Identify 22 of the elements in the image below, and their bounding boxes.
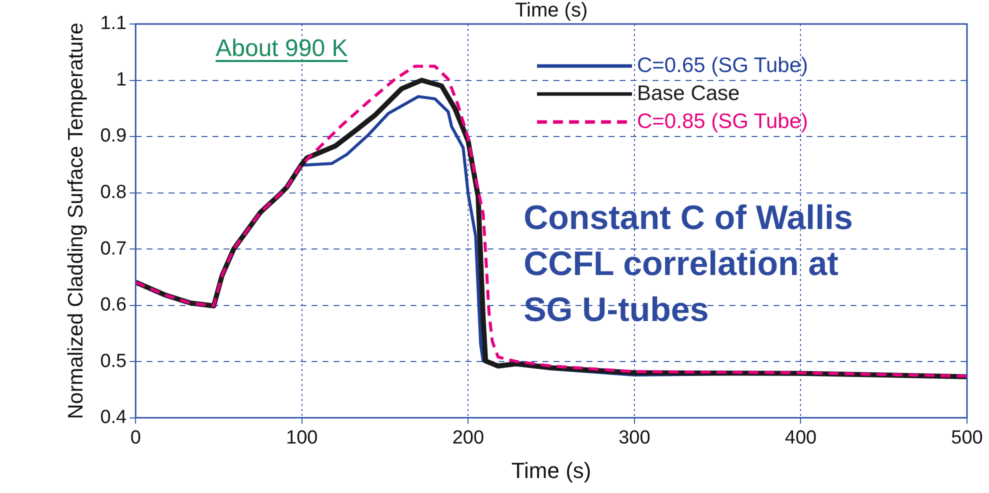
y-tick-label: 0.8 — [100, 182, 127, 204]
y-tick-label: 0.5 — [100, 350, 127, 372]
y-tick-label: 1 — [116, 69, 127, 90]
x-tick-label: 0 — [130, 427, 141, 448]
y-tick-label: 1.1 — [100, 13, 127, 34]
text: Time (s) — [515, 0, 588, 22]
y-tick-label: 0.6 — [100, 294, 127, 316]
legend-label: Base Case — [637, 82, 740, 105]
y-axis-title: Normalized Cladding Surface Temperature — [64, 22, 88, 420]
x-tick-label: 500 — [951, 427, 983, 448]
y-tick-label: 0.9 — [100, 126, 127, 147]
y-tick-label: 0.7 — [100, 238, 127, 260]
legend-label: C=0.85 (SG Tube) — [637, 110, 808, 133]
x-tick-label: 400 — [784, 427, 817, 448]
annotation: Constant C of Wallis CCFL correlation at SG U-tubes — [524, 199, 853, 329]
annotation: About 990 K — [216, 34, 348, 64]
legend-label: C=0.65 (SG Tube) — [637, 54, 808, 77]
x-axis-title: Time (s) — [511, 458, 592, 483]
x-tick-label: 100 — [286, 427, 318, 448]
x-tick-label: 200 — [452, 427, 484, 448]
y-tick-label: 0.4 — [100, 407, 128, 428]
x-tick-label: 300 — [618, 427, 650, 448]
